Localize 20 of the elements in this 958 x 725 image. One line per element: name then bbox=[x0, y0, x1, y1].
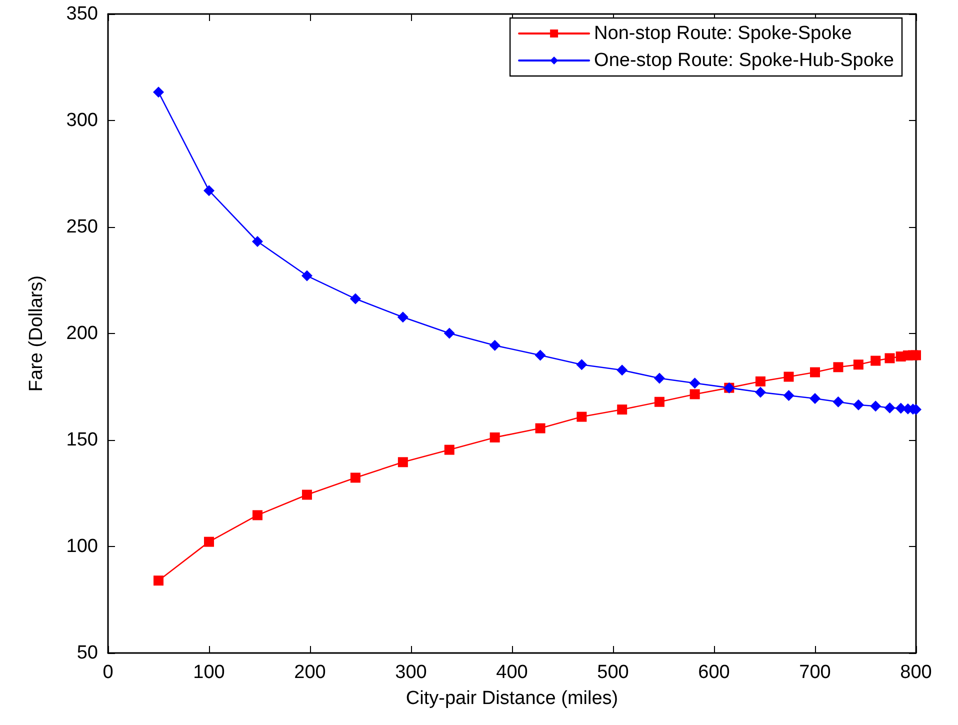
legend-label: Non-stop Route: Spoke-Spoke bbox=[594, 23, 852, 44]
y-tick-label: 350 bbox=[66, 4, 98, 24]
x-tick-label: 100 bbox=[193, 662, 225, 683]
x-tick-label: 800 bbox=[900, 662, 932, 683]
y-tick-label: 250 bbox=[66, 216, 98, 238]
x-tick-label: 700 bbox=[799, 662, 831, 683]
x-axis-title: City-pair Distance (miles) bbox=[406, 688, 618, 709]
x-tick-label: 200 bbox=[294, 662, 326, 683]
legend-label: One-stop Route: Spoke-Hub-Spoke bbox=[594, 50, 894, 71]
x-tick-label: 500 bbox=[597, 662, 629, 683]
y-tick-label: 100 bbox=[66, 536, 98, 557]
x-tick-label: 300 bbox=[395, 662, 427, 683]
y-tick-label: 150 bbox=[66, 430, 98, 450]
y-tick-label: 300 bbox=[66, 110, 98, 131]
x-tick-label: 600 bbox=[698, 662, 730, 683]
x-tick-label: 400 bbox=[496, 662, 528, 683]
y-axis-title: Fare (Dollars) bbox=[26, 275, 47, 392]
y-tick-label: 50 bbox=[76, 642, 98, 664]
y-tick-label: 200 bbox=[66, 323, 98, 344]
x-tick-label: 0 bbox=[102, 662, 114, 683]
